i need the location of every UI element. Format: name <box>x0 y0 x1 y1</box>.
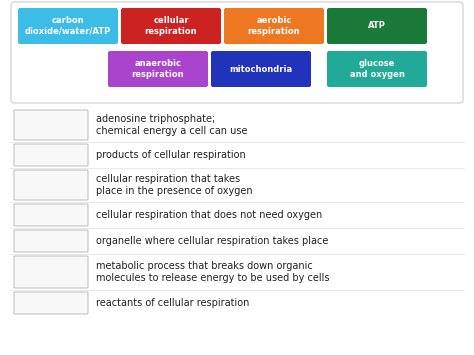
FancyBboxPatch shape <box>18 8 118 44</box>
Text: aerobic
respiration: aerobic respiration <box>248 16 301 36</box>
FancyBboxPatch shape <box>14 230 88 252</box>
Text: mitochondria: mitochondria <box>229 65 292 73</box>
FancyBboxPatch shape <box>14 170 88 200</box>
FancyBboxPatch shape <box>121 8 221 44</box>
Text: cellular
respiration: cellular respiration <box>145 16 197 36</box>
FancyBboxPatch shape <box>327 8 427 44</box>
FancyBboxPatch shape <box>14 292 88 314</box>
FancyBboxPatch shape <box>14 110 88 140</box>
FancyBboxPatch shape <box>14 204 88 226</box>
FancyBboxPatch shape <box>14 256 88 288</box>
FancyBboxPatch shape <box>211 51 311 87</box>
FancyBboxPatch shape <box>14 144 88 166</box>
Text: glucose
and oxygen: glucose and oxygen <box>349 59 404 79</box>
Text: metabolic process that breaks down organic
molecules to release energy to be use: metabolic process that breaks down organ… <box>96 261 329 283</box>
FancyBboxPatch shape <box>224 8 324 44</box>
Text: organelle where cellular respiration takes place: organelle where cellular respiration tak… <box>96 236 328 246</box>
Text: anaerobic
respiration: anaerobic respiration <box>132 59 184 79</box>
FancyBboxPatch shape <box>11 2 463 103</box>
Text: reactants of cellular respiration: reactants of cellular respiration <box>96 298 249 308</box>
Text: carbon
dioxide/water/ATP: carbon dioxide/water/ATP <box>25 16 111 36</box>
Text: cellular respiration that takes
place in the presence of oxygen: cellular respiration that takes place in… <box>96 174 253 196</box>
Text: products of cellular respiration: products of cellular respiration <box>96 150 246 160</box>
FancyBboxPatch shape <box>108 51 208 87</box>
Text: adenosine triphosphate;
chemical energy a cell can use: adenosine triphosphate; chemical energy … <box>96 114 247 136</box>
Text: cellular respiration that does not need oxygen: cellular respiration that does not need … <box>96 210 322 220</box>
FancyBboxPatch shape <box>327 51 427 87</box>
Text: ATP: ATP <box>368 22 386 31</box>
